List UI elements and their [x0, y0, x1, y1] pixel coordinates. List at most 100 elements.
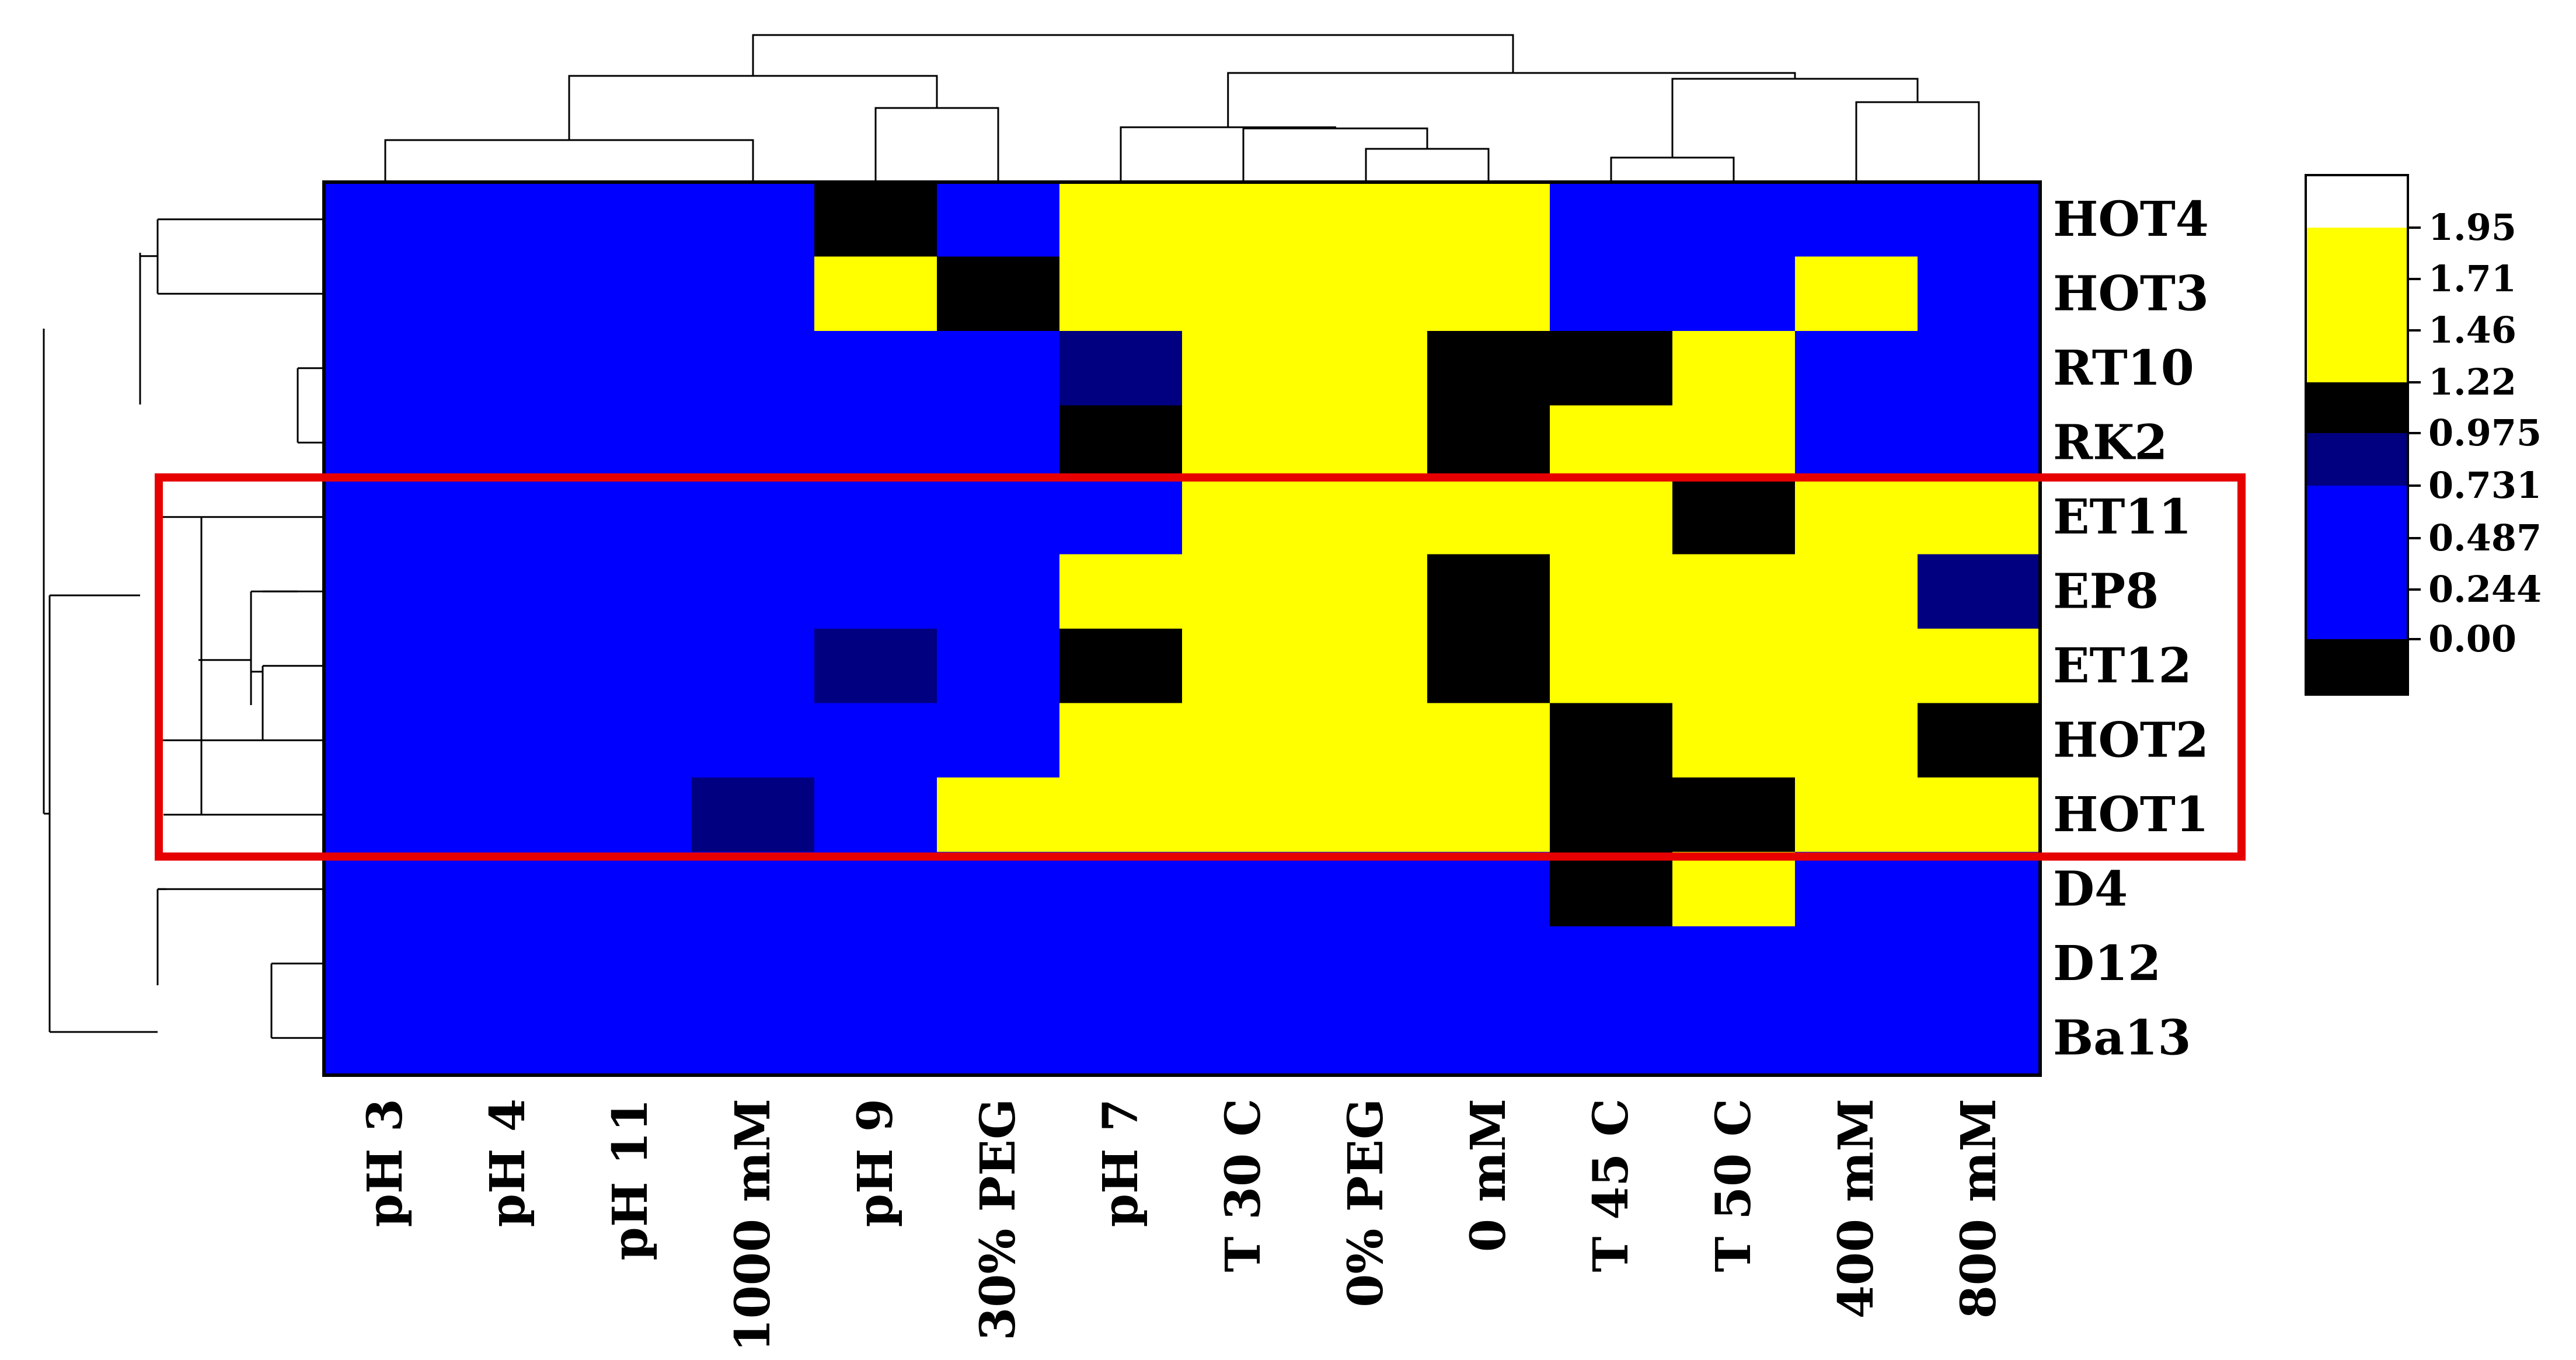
- row-dendrogram: [43, 218, 324, 1039]
- heatmap-cell: [1305, 480, 1428, 555]
- heatmap-cell: [1550, 703, 1673, 778]
- heatmap-cell: [1427, 703, 1550, 778]
- heatmap-cell: [814, 480, 937, 555]
- column-label: 1000 mM: [725, 1099, 781, 1352]
- heatmap-cell: [814, 331, 937, 406]
- legend-tick-label: 0.00: [2428, 618, 2516, 660]
- heatmap-cell: [569, 554, 692, 629]
- heatmap-cell: [1550, 629, 1673, 704]
- heatmap-cell: [814, 777, 937, 853]
- heatmap-cell: [1672, 405, 1796, 480]
- column-label: 30% PEG: [970, 1099, 1026, 1341]
- heatmap-cell: [1550, 256, 1673, 332]
- legend-tick-label: 1.95: [2428, 206, 2516, 249]
- heatmap-cell: [692, 256, 815, 332]
- heatmap-cell: [1918, 405, 2041, 480]
- heatmap-cell: [324, 629, 447, 704]
- heatmap-cell: [569, 480, 692, 555]
- heatmap-cell: [447, 331, 570, 406]
- heatmap-cell: [324, 554, 447, 629]
- heatmap-cell: [324, 480, 447, 555]
- column-label: T 50 C: [1706, 1099, 1762, 1272]
- row-label: EP8: [2053, 563, 2159, 619]
- heatmap-cell: [1918, 777, 2041, 853]
- heatmap-cell: [1918, 926, 2041, 1002]
- column-label: T 45 C: [1583, 1099, 1639, 1272]
- heatmap-cell: [692, 182, 815, 257]
- heatmap-cell: [1918, 1000, 2041, 1076]
- heatmap-cell: [324, 331, 447, 406]
- heatmap-cell: [1427, 554, 1550, 629]
- row-label: HOT3: [2053, 266, 2209, 322]
- heatmap-cell: [692, 777, 815, 853]
- heatmap-cell: [447, 405, 570, 480]
- legend-color-bin: [2306, 433, 2408, 486]
- heatmap-cell: [937, 629, 1060, 704]
- heatmap-cell: [324, 852, 447, 927]
- heatmap-cell: [447, 926, 570, 1002]
- heatmap-cell: [1305, 852, 1428, 927]
- heatmap-cell: [1059, 629, 1183, 704]
- heatmap-cell: [1182, 331, 1305, 406]
- legend-tick-label: 1.46: [2428, 309, 2516, 351]
- heatmap-cell: [1918, 480, 2041, 555]
- legend-color-bin: [2306, 228, 2408, 382]
- heatmap-cell: [1059, 405, 1183, 480]
- heatmap-cell: [814, 554, 937, 629]
- heatmap-cell: [1305, 703, 1428, 778]
- heatmap-cell: [937, 256, 1060, 332]
- heatmap-cell: [447, 629, 570, 704]
- heatmap-cell: [569, 703, 692, 778]
- heatmap-cell: [447, 554, 570, 629]
- heatmap-cell: [447, 256, 570, 332]
- heatmap-cell: [1795, 331, 1918, 406]
- column-label: T 30 C: [1215, 1099, 1271, 1272]
- heatmap-cell: [1672, 480, 1796, 555]
- heatmap-cell: [937, 852, 1060, 927]
- column-dendrogram-link: [1120, 126, 1336, 182]
- heatmap-cell: [447, 777, 570, 853]
- heatmap-cell: [1059, 777, 1183, 853]
- heatmap-cell: [324, 777, 447, 853]
- heatmap-cell: [1795, 852, 1918, 927]
- legend-tick-label: 1.71: [2428, 257, 2516, 300]
- heatmap-cell: [569, 926, 692, 1002]
- heatmap-cell: [814, 405, 937, 480]
- column-label: 0 mM: [1460, 1099, 1517, 1252]
- heatmap-cell: [937, 554, 1060, 629]
- legend-tick-label: 0.487: [2428, 517, 2542, 559]
- column-dendrogram-link: [874, 107, 999, 182]
- heatmap-cell: [1305, 256, 1428, 332]
- heatmap-cell: [1672, 703, 1796, 778]
- heatmap-cell: [569, 405, 692, 480]
- heatmap-cell: [1550, 182, 1673, 257]
- heatmap-cell: [569, 256, 692, 332]
- heatmap-cell: [1182, 256, 1305, 332]
- heatmap-cell: [1672, 629, 1796, 704]
- heatmap-cell: [569, 852, 692, 927]
- heatmap-cell: [814, 629, 937, 704]
- heatmap-cell: [1305, 777, 1428, 853]
- heatmap-cell: [1059, 852, 1183, 927]
- column-dendrogram: [384, 34, 1980, 182]
- heatmap-cell: [1672, 777, 1796, 853]
- heatmap-cell: [1672, 331, 1796, 406]
- heatmap-cell: [1795, 554, 1918, 629]
- legend-color-bin: [2306, 382, 2408, 433]
- heatmap-cell: [814, 703, 937, 778]
- heatmap-cell: [1305, 1000, 1428, 1076]
- heatmap-cell: [1059, 1000, 1183, 1076]
- heatmap-cell: [1427, 926, 1550, 1002]
- heatmap-cell: [1672, 256, 1796, 332]
- heatmap-cell: [1795, 480, 1918, 555]
- heatmap-cell: [1427, 331, 1550, 406]
- heatmap-cell: [1918, 256, 2041, 332]
- legend-color-bin: [2306, 175, 2408, 228]
- heatmap-cell: [1427, 256, 1550, 332]
- heatmap-cell: [1918, 852, 2041, 927]
- column-label: 400 mM: [1828, 1099, 1884, 1319]
- heatmap-cell: [569, 629, 692, 704]
- column-label: pH 9: [848, 1099, 904, 1227]
- column-dendrogram-link: [1610, 156, 1735, 182]
- heatmap-cell: [1182, 703, 1305, 778]
